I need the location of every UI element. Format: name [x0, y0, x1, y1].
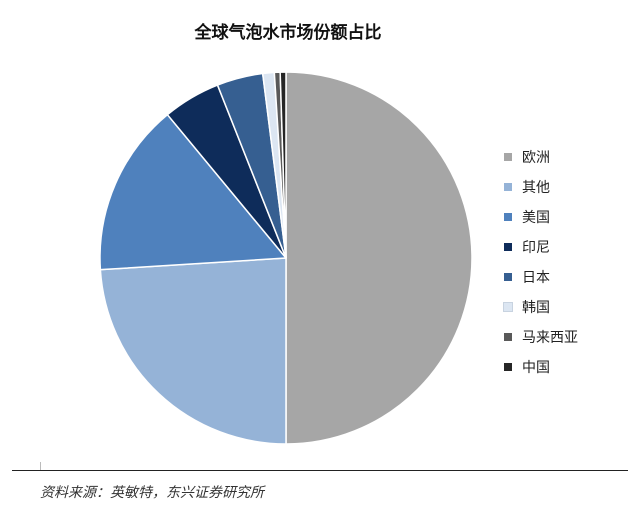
legend-swatch: [504, 243, 512, 251]
legend-item: 中国: [504, 352, 624, 382]
legend-label: 欧洲: [522, 150, 550, 166]
legend-swatch: [504, 213, 512, 221]
legend-swatch: [504, 333, 512, 341]
footer-divider: [12, 470, 628, 471]
legend-item: 其他: [504, 172, 624, 202]
legend-label: 印尼: [522, 240, 550, 256]
legend-label: 马来西亚: [522, 330, 578, 346]
legend-swatch: [504, 273, 512, 281]
footer-tick: [40, 462, 41, 470]
legend: 欧洲其他美国印尼日本韩国马来西亚中国: [503, 142, 624, 382]
legend-swatch: [504, 153, 512, 161]
legend-item: 马来西亚: [504, 322, 624, 352]
legend-label: 中国: [522, 360, 550, 376]
legend-item: 韩国: [503, 292, 624, 322]
legend-label: 韩国: [522, 300, 550, 316]
legend-swatch: [503, 302, 513, 312]
legend-item: 印尼: [504, 232, 624, 262]
legend-swatch: [504, 363, 512, 371]
pie-slice-1: [99, 257, 287, 445]
pie-slices: [99, 71, 473, 445]
legend-label: 其他: [522, 180, 550, 196]
pie-slice-7: [279, 71, 287, 259]
pie-slice-2: [99, 113, 287, 271]
legend-swatch: [504, 183, 512, 191]
legend-item: 美国: [504, 202, 624, 232]
pie-slice-0: [285, 71, 473, 445]
legend-label: 美国: [522, 210, 550, 226]
chart-title: 全球气泡水市场份额占比: [194, 23, 382, 43]
legend-item: 日本: [504, 262, 624, 292]
legend-label: 日本: [522, 270, 550, 286]
legend-item: 欧洲: [504, 142, 624, 172]
source-note: 资料来源：英敏特，东兴证券研究所: [40, 485, 264, 501]
